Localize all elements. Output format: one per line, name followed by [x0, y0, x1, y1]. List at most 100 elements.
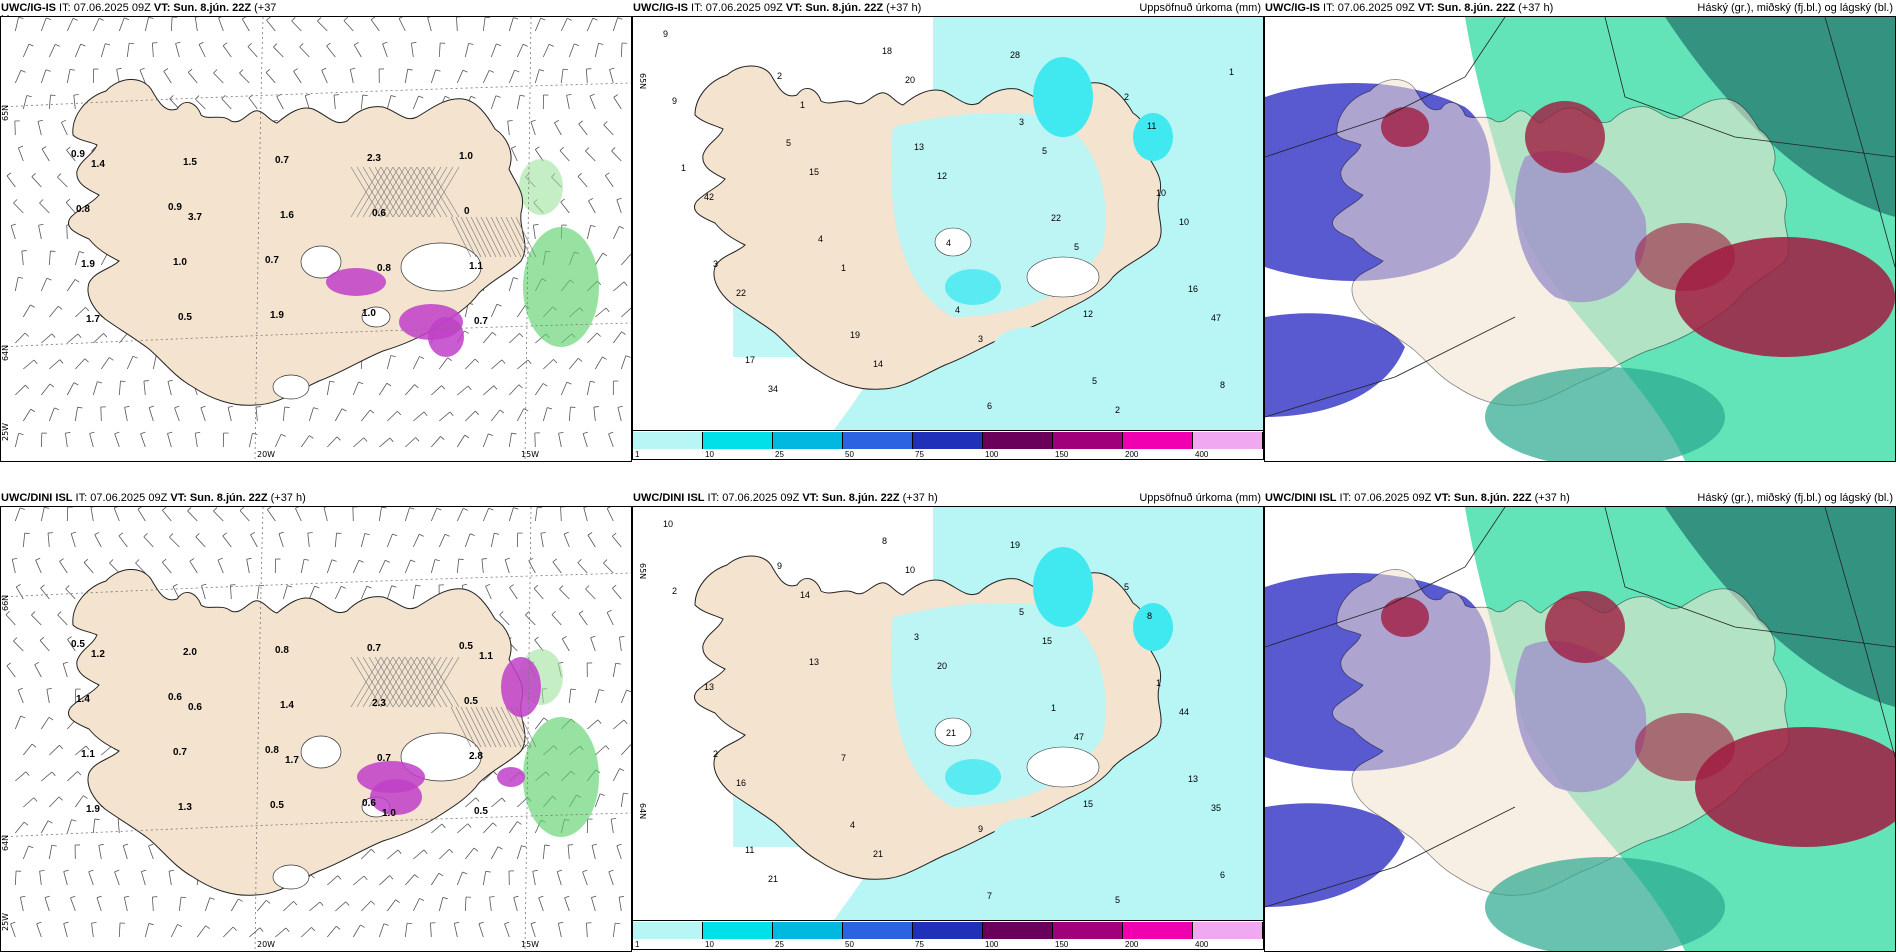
- wind-barb: [15, 17, 18, 31]
- wind-barb-flag: [619, 636, 624, 637]
- panel-title: UWC/DINI ISL IT: 07.06.2025 09Z VT: Sun.…: [633, 490, 938, 506]
- wind-barb-flag: [488, 434, 493, 436]
- wind-barb-flag: [626, 356, 631, 358]
- wind-barb: [595, 746, 605, 755]
- wind-barb: [309, 408, 313, 421]
- wind-barb: [533, 871, 536, 885]
- wind-barb-flag: [31, 612, 35, 616]
- wind-barb: [491, 847, 498, 859]
- lon-label: 15W: [521, 450, 539, 459]
- precip-value: 0.7: [275, 155, 289, 166]
- wind-barb-flag: [498, 847, 502, 849]
- wind-barb: [309, 902, 320, 911]
- lon-label: 15W: [521, 940, 539, 949]
- wind-barb: [609, 434, 614, 447]
- wind-barb-flag: [30, 305, 34, 308]
- wind-barb: [15, 433, 18, 447]
- wind-barb: [36, 560, 42, 573]
- legend-tick: 400: [1195, 450, 1208, 459]
- wind-barb: [387, 534, 392, 547]
- wind-barb: [387, 355, 391, 369]
- wind-barb: [199, 44, 205, 57]
- wind-barb-flag: [614, 95, 618, 98]
- wind-barb-flag: [531, 120, 536, 122]
- precip-value: 17: [745, 355, 755, 365]
- precip-value: 42: [704, 192, 714, 202]
- wind-barb: [413, 534, 419, 547]
- wind-barb: [585, 151, 595, 161]
- wind-barb: [89, 872, 94, 885]
- wind-barb-flag: [90, 432, 95, 433]
- wind-barb-flag: [223, 533, 227, 536]
- wind-barb-flag: [58, 611, 62, 614]
- wind-barb-flag: [624, 720, 627, 724]
- wind-barb: [621, 793, 623, 807]
- wind-barb-flag: [210, 898, 215, 900]
- wind-barb-flag: [517, 822, 521, 825]
- precip-value: 3: [1019, 117, 1024, 127]
- wind-barb-flag: [465, 435, 469, 438]
- wind-barb-flag: [104, 333, 107, 337]
- wind-barb: [23, 305, 30, 317]
- wind-barb-flag: [18, 277, 23, 278]
- precip-value: 1.6: [280, 210, 294, 221]
- precip-value: 1: [1051, 703, 1056, 713]
- wind-barb: [75, 796, 83, 807]
- wind-barb-flag: [19, 433, 24, 434]
- wind-barb: [413, 356, 419, 369]
- wind-barb-flag: [336, 926, 340, 929]
- wind-barb-flag: [57, 174, 61, 178]
- wind-barb-flag: [513, 508, 518, 509]
- wind-barb-flag: [71, 896, 76, 898]
- wind-barb: [387, 411, 397, 421]
- wind-barb-flag: [295, 507, 300, 508]
- wind-barb: [465, 897, 466, 911]
- wind-barb: [592, 845, 595, 859]
- legend-tick: 75: [915, 450, 924, 459]
- wind-barb-flag: [415, 385, 419, 388]
- wind-barb-flag: [173, 584, 177, 586]
- wind-barb-flag: [141, 432, 146, 434]
- wind-barb-flag: [99, 844, 104, 845]
- precip-value: 1: [1229, 67, 1234, 77]
- precip-value: 13: [1188, 774, 1198, 784]
- wind-barb-flag: [195, 432, 200, 433]
- wind-barb: [153, 355, 156, 369]
- wind-barb: [413, 850, 424, 859]
- wind-barb-flag: [267, 507, 271, 509]
- wind-barb: [322, 70, 328, 83]
- wind-barb: [595, 308, 606, 317]
- wind-barb-flag: [509, 585, 513, 588]
- wind-barb-flag: [199, 42, 203, 44]
- wind-barb: [611, 819, 613, 833]
- precip-value: 2: [713, 749, 718, 759]
- wind-barb: [218, 560, 223, 573]
- precip-value: 5: [1115, 895, 1120, 905]
- precip-value: 0.5: [474, 806, 488, 817]
- wind-barb-flag: [293, 901, 296, 905]
- wind-barb-flag: [273, 44, 277, 48]
- precip-value: 1.0: [459, 151, 473, 162]
- wind-barb: [567, 95, 570, 109]
- wind-barb: [509, 508, 513, 521]
- wind-barb: [535, 433, 536, 447]
- wind-barb-flag: [84, 559, 88, 562]
- wind-barb: [439, 43, 440, 57]
- wind-barb-flag: [535, 637, 539, 640]
- map-canvas: [1265, 17, 1895, 461]
- wind-barb: [41, 334, 52, 343]
- wind-barb-flag: [462, 872, 467, 874]
- wind-barb-flag: [95, 532, 99, 534]
- wind-barb: [31, 615, 41, 625]
- wind-barb: [587, 720, 598, 729]
- wind-barb: [361, 901, 371, 911]
- precip-value: 1.9: [270, 310, 284, 321]
- precip-value: 1.7: [86, 314, 100, 325]
- wind-barb: [559, 589, 569, 599]
- wind-barb-flag: [411, 560, 416, 562]
- precip-value: 0.7: [474, 316, 488, 327]
- wind-barb-flag: [442, 824, 445, 828]
- precip-value: 2: [1115, 405, 1120, 415]
